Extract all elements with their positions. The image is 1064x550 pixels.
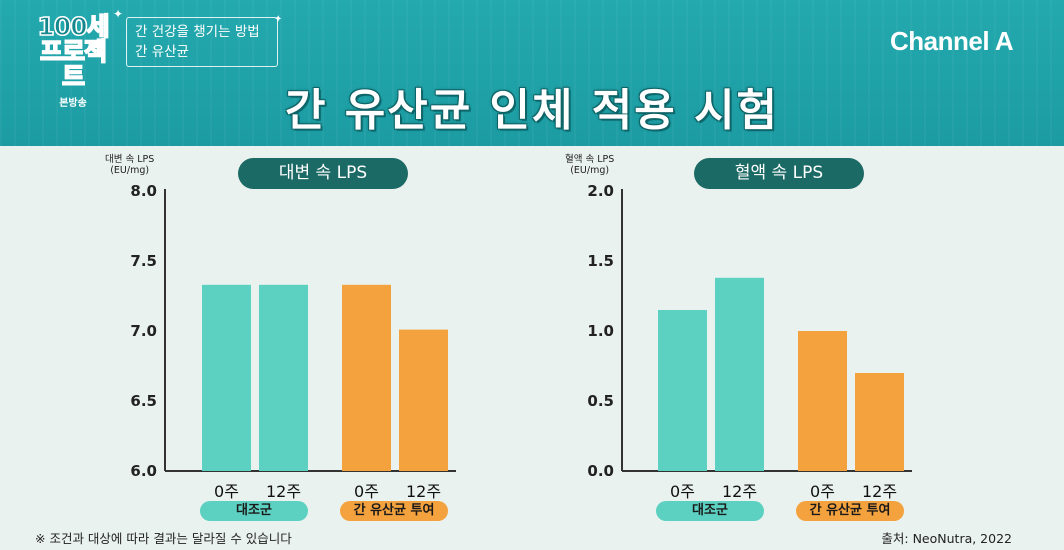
chart-plot [164,189,456,472]
bar-treatment-week0 [798,331,847,471]
program-logo: 100세 프로젝트 본방송 [30,12,116,109]
x-category-label: 0주 [354,482,379,501]
group-label-control: 대조군 [200,501,308,521]
y-axis-label-line-2: (EU/mg) [570,165,610,176]
chart-blood-lps: 혈액 속 LPS (EU/mg) 혈액 속 LPS 2.0 1.5 1.0 0.5 0.… [532,146,1064,550]
y-tick-label: 6.0 [130,462,157,480]
group-label-control: 대조군 [656,501,764,521]
header-banner: 100세 프로젝트 본방송 ✦ ✦ 간 건강을 챙기는 방법 간 유산균 Cha… [0,0,1064,146]
topic-line-1: 간 건강을 챙기는 방법 [135,24,260,40]
y-axis-label-line-1: 혈액 속 LPS [565,154,615,165]
chart-plot [621,189,912,472]
y-tick-label: 0.0 [587,462,614,480]
topic-line-2: 간 유산균 [135,44,189,60]
y-tick-label: 2.0 [587,182,614,200]
y-axis-label: 대변 속 LPS (EU/mg) [105,154,154,176]
y-axis-label-line-1: 대변 속 LPS [105,154,155,165]
bar-treatment-week12 [855,373,904,471]
x-category-label: 12주 [861,482,898,501]
main-title: 간 유산균 인체 적용 시험 [284,85,780,136]
program-logo-line-1: 100세 [37,12,111,41]
y-tick-label: 7.0 [130,322,157,340]
x-category-label: 12주 [265,482,302,501]
x-category-label: 0주 [214,482,239,501]
y-axis-label: 혈액 속 LPS (EU/mg) [565,154,614,176]
group-label-treatment: 간 유산균 투여 [796,501,904,521]
chart-stool-lps: 대변 속 LPS (EU/mg) 대변 속 LPS 8.0 7.5 7.0 6.5 6.… [0,146,532,550]
sparkle-icon: ✦ [113,7,124,21]
y-tick-label: 6.5 [130,392,157,410]
chart-title: 혈액 속 LPS [694,158,864,189]
sparkle-icon: ✦ [274,14,283,25]
y-tick-label: 7.5 [130,252,157,270]
x-category-label: 0주 [670,482,695,501]
y-tick-label: 8.0 [130,182,157,200]
program-sub-label: 본방송 [59,98,87,109]
x-category-label: 12주 [405,482,442,501]
bar-control-week0 [658,310,707,471]
channel-logo: Channel A [890,26,1014,56]
footnote: ※ 조건과 대상에 따라 결과는 달라질 수 있습니다 [35,531,292,546]
x-category-label: 0주 [810,482,835,501]
bar-treatment-week0 [342,284,391,471]
y-tick-label: 0.5 [587,392,614,410]
topic-box: 간 건강을 챙기는 방법 간 유산균 [126,17,278,67]
chart-title: 대변 속 LPS [238,158,408,189]
y-tick-label: 1.5 [587,252,614,270]
group-label-treatment: 간 유산균 투여 [340,501,448,521]
bar-control-week0 [202,284,251,471]
x-category-label: 12주 [721,482,758,501]
y-tick-label: 1.0 [587,322,614,340]
y-axis-label-line-2: (EU/mg) [110,165,150,176]
bar-control-week12 [715,277,764,471]
program-logo-line-2: 프로젝트 [39,37,108,91]
bar-treatment-week12 [399,329,448,471]
source-credit: 출처: NeoNutra, 2022 [881,531,1012,546]
bar-control-week12 [259,284,308,471]
